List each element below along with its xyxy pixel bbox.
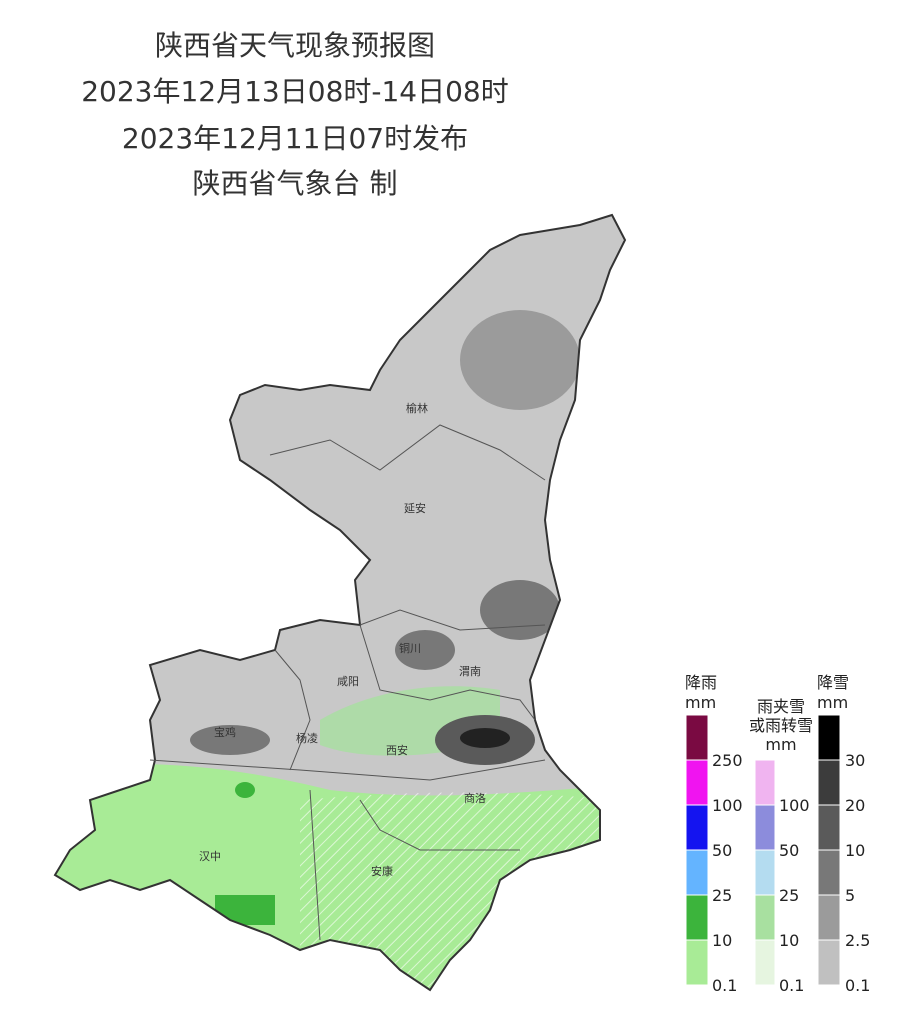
legend-tick: 30 — [845, 751, 865, 770]
legend-swatch — [754, 804, 776, 851]
legend-swatch — [685, 714, 709, 761]
city: 榆林 — [406, 401, 428, 415]
legend-tick: 0.1 — [845, 976, 870, 995]
legend-tick: 100 — [779, 796, 810, 815]
legend-swatch — [817, 849, 841, 896]
legend-swatch — [754, 759, 776, 806]
legend-swatch — [754, 894, 776, 941]
city: 商洛 — [464, 791, 486, 805]
legend-swatch — [685, 894, 709, 941]
issued: 2023年12月11日07时发布 — [122, 122, 468, 155]
city: 渭南 — [459, 665, 481, 678]
legend-swatch — [685, 759, 709, 806]
legend-swatch — [754, 939, 776, 986]
city-borders — [149, 424, 546, 941]
city: 安康 — [371, 864, 393, 878]
legend-tick: 250 — [712, 751, 743, 770]
legend-tick: 25 — [712, 886, 732, 905]
legend-tick: 20 — [845, 796, 865, 815]
legend-swatch — [685, 804, 709, 851]
legend-tick: 0.1 — [779, 976, 804, 995]
legend-tick: 25 — [779, 886, 799, 905]
title: 陕西省天气现象预报图 — [155, 29, 435, 62]
map — [55, 215, 625, 990]
legend-swatch — [685, 849, 709, 896]
legend-swatch — [817, 714, 841, 761]
legend-tick: 10 — [712, 931, 732, 950]
legend-tick: 50 — [712, 841, 732, 860]
city: 延安 — [404, 501, 426, 515]
legend-tick: 2.5 — [845, 931, 870, 950]
legend-swatch — [817, 759, 841, 806]
legend-tick: 50 — [779, 841, 799, 860]
legend-unit: mm — [685, 693, 716, 712]
legend-tick: 5 — [845, 886, 855, 905]
legend-title: 或雨转雪 — [749, 716, 813, 735]
legend-tick: 100 — [712, 796, 743, 815]
city: 宝鸡 — [214, 725, 236, 739]
city: 咸阳 — [337, 675, 359, 688]
legend-title: 降雨 — [685, 673, 717, 692]
producer: 陕西省气象台 制 — [193, 167, 398, 200]
legend-tick: 10 — [845, 841, 865, 860]
legend-tick: 10 — [779, 931, 799, 950]
legend-tick: 0.1 — [712, 976, 737, 995]
legend-unit: mm — [765, 735, 796, 754]
legend-swatch — [817, 894, 841, 941]
legend: 降雨 mm 雨夹雪 或雨转雪 mm 降雪 mm 250 100 50 25 10 0.1 1… — [685, 673, 870, 995]
legend-swatch — [754, 849, 776, 896]
legend-swatch — [817, 804, 841, 851]
legend-title: 雨夹雪 — [757, 697, 805, 716]
city-labels: 榆林 延安 铜川 咸阳 渭南 宝鸡 杨凌 西安 商洛 汉中 安康 — [199, 401, 486, 878]
legend-swatch — [817, 939, 841, 986]
legend-title: 降雪 — [817, 673, 849, 692]
legend-unit: mm — [817, 693, 848, 712]
city: 铜川 — [399, 641, 421, 655]
period: 2023年12月13日08时-14日08时 — [81, 75, 509, 108]
legend-swatch — [685, 939, 709, 986]
city: 杨凌 — [296, 731, 318, 745]
city: 汉中 — [199, 850, 221, 863]
city: 西安 — [386, 743, 408, 757]
